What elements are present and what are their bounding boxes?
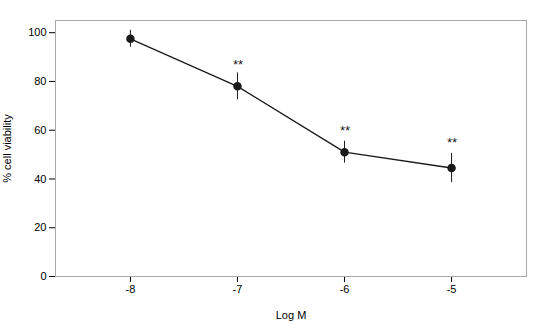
svg-text:60: 60 xyxy=(34,124,46,136)
svg-text:100: 100 xyxy=(28,26,46,38)
svg-text:0: 0 xyxy=(40,270,46,282)
svg-text:**: ** xyxy=(447,135,458,150)
svg-text:-8: -8 xyxy=(126,283,136,295)
svg-text:-7: -7 xyxy=(233,283,243,295)
svg-text:80: 80 xyxy=(34,75,46,87)
svg-text:**: ** xyxy=(232,57,243,72)
svg-text:**: ** xyxy=(339,123,350,138)
svg-text:-6: -6 xyxy=(340,283,350,295)
svg-text:-5: -5 xyxy=(447,283,457,295)
svg-text:% cell viability: % cell viability xyxy=(1,114,13,183)
svg-text:Log M: Log M xyxy=(276,309,307,321)
svg-text:40: 40 xyxy=(34,172,46,184)
svg-text:20: 20 xyxy=(34,221,46,233)
